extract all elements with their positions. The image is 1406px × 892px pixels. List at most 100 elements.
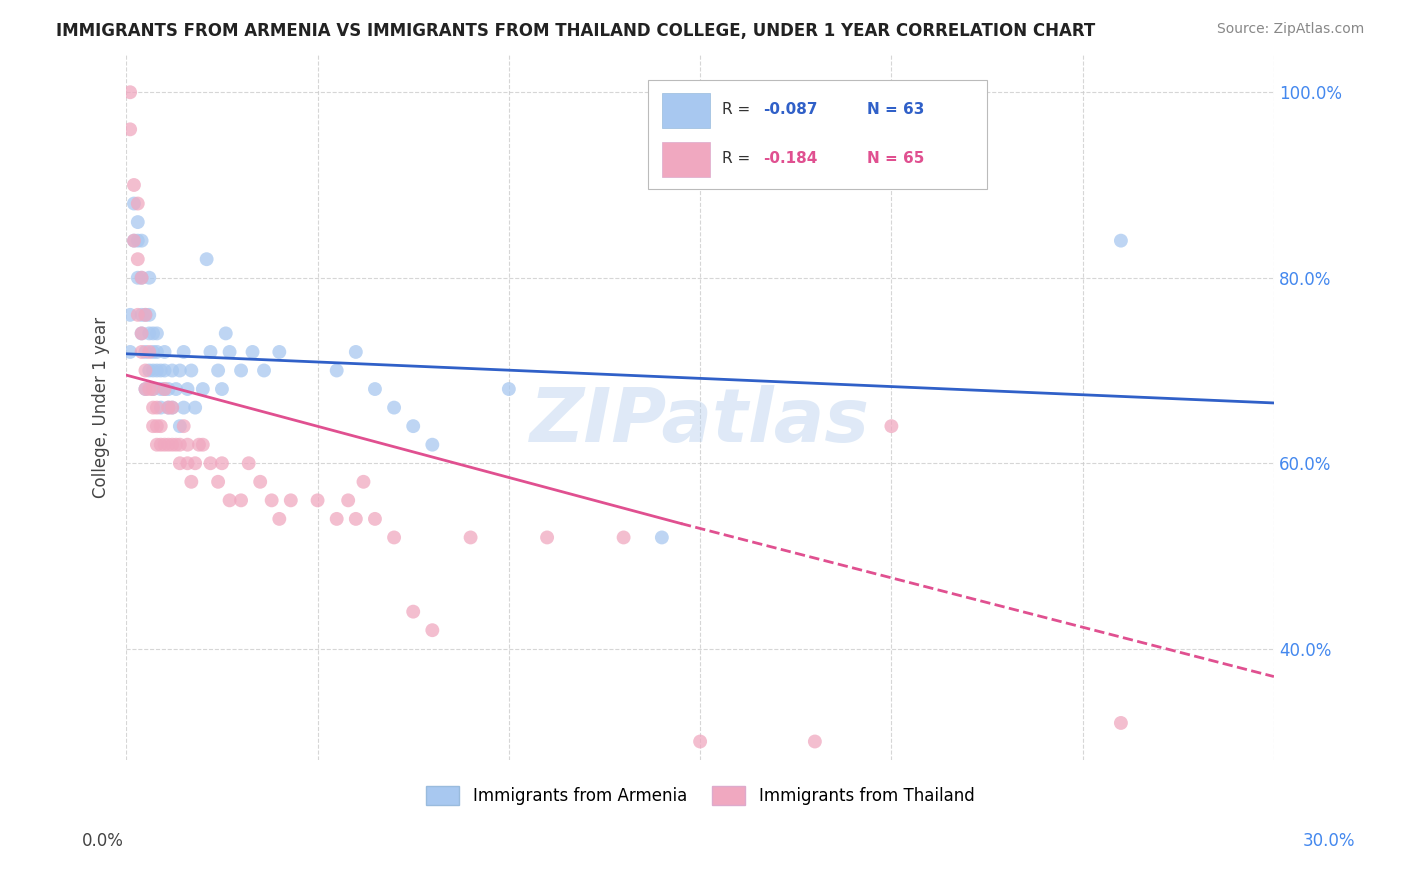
Point	[200, 456, 222, 470]
Point	[880, 419, 903, 434]
Point	[122, 196, 145, 211]
Point	[176, 382, 198, 396]
Point	[218, 345, 240, 359]
Point	[344, 512, 367, 526]
Point	[127, 215, 149, 229]
Point	[420, 438, 443, 452]
Point	[498, 382, 520, 396]
Point	[157, 382, 180, 396]
Text: 0.0%: 0.0%	[82, 831, 124, 849]
Text: N = 63: N = 63	[866, 102, 924, 117]
Point	[142, 382, 165, 396]
Point	[364, 512, 387, 526]
Point	[1109, 715, 1132, 730]
Point	[188, 438, 211, 452]
Point	[260, 493, 283, 508]
Point	[269, 512, 291, 526]
Text: -0.087: -0.087	[763, 102, 818, 117]
Point	[165, 438, 187, 452]
Point	[149, 419, 172, 434]
Point	[131, 326, 153, 341]
Text: 30.0%: 30.0%	[1302, 831, 1355, 849]
Point	[180, 363, 202, 377]
Point	[122, 178, 145, 192]
FancyBboxPatch shape	[662, 93, 710, 128]
Point	[191, 382, 214, 396]
Point	[127, 196, 149, 211]
Point	[138, 363, 160, 377]
Point	[238, 456, 260, 470]
Point	[613, 531, 636, 545]
Point	[157, 401, 180, 415]
Point	[120, 345, 142, 359]
Point	[134, 363, 156, 377]
Point	[142, 345, 165, 359]
Point	[165, 382, 187, 396]
Point	[127, 308, 149, 322]
Point	[146, 363, 169, 377]
Text: IMMIGRANTS FROM ARMENIA VS IMMIGRANTS FROM THAILAND COLLEGE, UNDER 1 YEAR CORREL: IMMIGRANTS FROM ARMENIA VS IMMIGRANTS FR…	[56, 22, 1095, 40]
Point	[173, 401, 195, 415]
Point	[120, 122, 142, 136]
Point	[169, 363, 191, 377]
Text: R =: R =	[721, 152, 759, 166]
Point	[142, 419, 165, 434]
Text: Source: ZipAtlas.com: Source: ZipAtlas.com	[1216, 22, 1364, 37]
Point	[169, 456, 191, 470]
Point	[131, 270, 153, 285]
Point	[402, 419, 425, 434]
Point	[153, 345, 176, 359]
Point	[142, 363, 165, 377]
Point	[149, 363, 172, 377]
Point	[160, 363, 183, 377]
Point	[176, 438, 198, 452]
Point	[211, 456, 233, 470]
Point	[153, 363, 176, 377]
Point	[157, 401, 180, 415]
Point	[157, 438, 180, 452]
Point	[149, 401, 172, 415]
Point	[344, 345, 367, 359]
Point	[142, 382, 165, 396]
Point	[134, 345, 156, 359]
Point	[180, 475, 202, 489]
Point	[160, 401, 183, 415]
Point	[184, 401, 207, 415]
Point	[122, 234, 145, 248]
Point	[138, 308, 160, 322]
Point	[160, 401, 183, 415]
Point	[325, 512, 347, 526]
Text: R =: R =	[721, 102, 755, 117]
Point	[131, 308, 153, 322]
Point	[146, 326, 169, 341]
Point	[146, 345, 169, 359]
Point	[460, 531, 482, 545]
Point	[127, 234, 149, 248]
Point	[149, 438, 172, 452]
Point	[353, 475, 375, 489]
Point	[229, 363, 252, 377]
Point	[134, 308, 156, 322]
Point	[364, 382, 387, 396]
Point	[689, 734, 711, 748]
Point	[122, 234, 145, 248]
Point	[200, 345, 222, 359]
Point	[269, 345, 291, 359]
Point	[402, 605, 425, 619]
Point	[229, 493, 252, 508]
Point	[138, 345, 160, 359]
Point	[146, 401, 169, 415]
Point	[195, 252, 218, 267]
Point	[536, 531, 558, 545]
Point	[153, 382, 176, 396]
Point	[337, 493, 360, 508]
Point	[169, 438, 191, 452]
Point	[142, 326, 165, 341]
Point	[173, 419, 195, 434]
Y-axis label: College, Under 1 year: College, Under 1 year	[93, 317, 110, 498]
Point	[138, 382, 160, 396]
Point	[131, 234, 153, 248]
Point	[307, 493, 329, 508]
Point	[131, 270, 153, 285]
Point	[169, 419, 191, 434]
